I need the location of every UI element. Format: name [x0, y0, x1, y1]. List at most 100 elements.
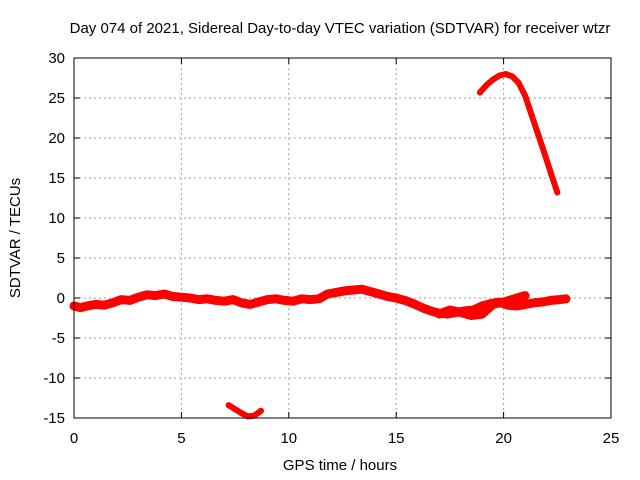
x-tick-label: 15: [388, 430, 405, 447]
series-main-band: [69, 284, 571, 319]
data-point: [515, 79, 522, 86]
data-point: [177, 293, 186, 302]
data-point: [323, 290, 332, 298]
y-tick-label: 15: [48, 170, 65, 187]
chart-title: Day 074 of 2021, Sidereal Day-to-day VTE…: [70, 20, 611, 37]
y-tick-label: -15: [43, 410, 65, 427]
y-tick-label: 25: [48, 90, 65, 107]
series-secondary-band: [434, 291, 530, 321]
data-point: [366, 287, 375, 296]
x-tick-label: 10: [280, 430, 297, 447]
data-point: [332, 288, 341, 297]
data-point: [546, 296, 555, 305]
data-point: [225, 402, 232, 409]
data-point: [512, 302, 521, 310]
data-point: [538, 298, 547, 306]
data-point: [151, 291, 160, 300]
y-tick-label: -10: [43, 370, 65, 387]
data-point: [529, 298, 538, 307]
data-point: [375, 290, 383, 298]
gridlines: [74, 58, 611, 418]
data-point: [232, 406, 239, 413]
data-point: [528, 111, 535, 118]
data-point: [456, 308, 465, 317]
x-tick-label: 0: [70, 430, 78, 447]
data-point: [554, 189, 561, 196]
data-point: [306, 295, 315, 304]
data-point: [483, 82, 490, 89]
data-point: [220, 297, 229, 306]
data-point: [238, 410, 245, 417]
data-point: [561, 294, 570, 303]
data-point: [263, 295, 272, 304]
data-point: [499, 298, 508, 306]
data-point: [502, 71, 509, 77]
data-point: [280, 296, 289, 305]
data-point: [426, 306, 435, 315]
y-axis-label: SDTVAR / TECUs: [7, 178, 24, 298]
data-point: [100, 301, 109, 310]
y-tick-label: 30: [48, 50, 65, 67]
data-point: [467, 311, 476, 320]
y-tick-label: 5: [57, 250, 65, 267]
data-point: [251, 412, 258, 419]
data-point: [400, 296, 409, 305]
data-point: [547, 170, 554, 177]
data-point: [392, 294, 401, 302]
data-point: [186, 294, 194, 302]
data-point: [246, 300, 255, 309]
data-point: [409, 299, 418, 308]
series-high-arc: [477, 71, 561, 196]
x-axis-label: GPS time / hours: [283, 457, 397, 474]
data-point: [108, 298, 117, 307]
data-point: [418, 303, 426, 312]
data-point: [509, 73, 516, 80]
data-point: [82, 302, 91, 310]
x-tick-label: 5: [177, 430, 185, 447]
data-point: [134, 293, 143, 302]
x-tick-label: 20: [495, 430, 512, 447]
data-point: [489, 76, 496, 83]
axis-ticks: 0 5 10 15 20 25 -15 -10 -5 0 5 10 15 20 25 30: [43, 50, 619, 447]
data-point: [117, 295, 126, 304]
data-point: [297, 294, 306, 303]
data-series: [69, 71, 571, 420]
data-point: [203, 294, 212, 303]
data-point: [510, 294, 519, 303]
data-point: [521, 300, 530, 309]
data-point: [445, 306, 454, 314]
data-point: [229, 295, 237, 304]
y-tick-label: -5: [52, 330, 65, 347]
data-point: [125, 296, 134, 305]
series-low-arc: [225, 402, 264, 420]
data-point: [488, 300, 497, 309]
data-point: [522, 92, 529, 99]
data-point: [535, 131, 541, 137]
y-tick-label: 0: [57, 290, 65, 307]
data-point: [271, 294, 280, 303]
data-point: [349, 286, 358, 294]
data-point: [435, 310, 444, 318]
data-point: [211, 296, 220, 305]
data-point: [91, 300, 100, 309]
data-point: [314, 294, 323, 303]
data-point: [289, 297, 298, 306]
data-point: [477, 89, 483, 96]
plot-frame: [73, 57, 612, 419]
data-point: [496, 72, 503, 79]
data-point: [521, 291, 530, 300]
data-point: [357, 285, 366, 294]
data-point: [383, 292, 392, 301]
data-point: [143, 290, 151, 299]
series-line-high-arc: [477, 71, 561, 196]
data-point: [340, 286, 349, 295]
data-point: [257, 407, 264, 414]
x-tick-label: 25: [603, 430, 620, 447]
data-point: [76, 303, 85, 312]
data-point: [254, 298, 263, 306]
y-tick-label: 20: [48, 130, 65, 147]
data-point: [541, 150, 548, 157]
y-tick-label: 10: [48, 210, 65, 227]
data-point: [237, 298, 246, 307]
